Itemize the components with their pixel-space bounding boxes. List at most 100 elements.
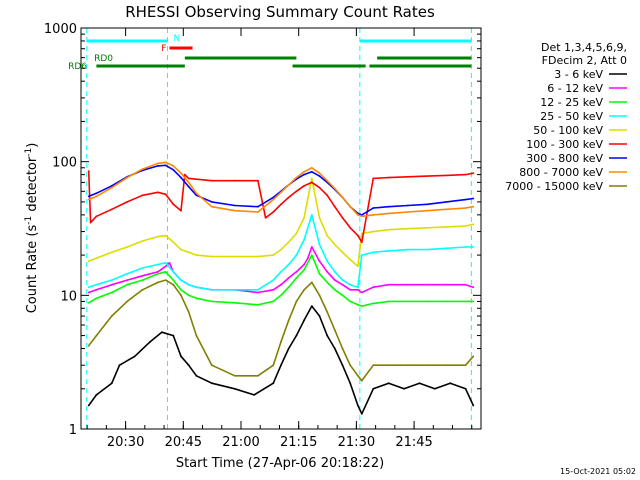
series-7-point-11 bbox=[210, 205, 213, 208]
series-5-point-34 bbox=[464, 173, 467, 176]
series-5-point-22 bbox=[318, 186, 321, 189]
series-6-point-19 bbox=[310, 170, 313, 173]
legend-label-7: 800 - 7000 keV bbox=[519, 166, 603, 179]
series-3-point-1 bbox=[95, 283, 98, 286]
series-4-point-16 bbox=[287, 241, 290, 244]
series-4-point-29 bbox=[407, 227, 409, 230]
series-6-point-0 bbox=[87, 195, 90, 198]
series-1-point-3 bbox=[126, 279, 129, 281]
series-2-point-20 bbox=[318, 272, 321, 275]
series-0-point-8 bbox=[180, 355, 182, 358]
series-0-point-33 bbox=[464, 387, 467, 390]
series-1-point-28 bbox=[360, 291, 363, 294]
series-2-point-25 bbox=[357, 303, 359, 306]
series-2-point-31 bbox=[445, 300, 448, 303]
series-1-point-19 bbox=[303, 263, 305, 266]
series-5-point-16 bbox=[272, 211, 275, 213]
series-0-point-6 bbox=[160, 331, 163, 334]
series-3-point-4 bbox=[141, 267, 144, 269]
series-3-point-0 bbox=[87, 286, 90, 289]
series-3-point-19 bbox=[310, 214, 313, 216]
series-0-point-23 bbox=[341, 364, 344, 367]
series-2-point-0 bbox=[87, 301, 90, 304]
series-layer bbox=[87, 161, 475, 415]
series-7-point-10 bbox=[195, 192, 198, 195]
series-5-point-10 bbox=[183, 173, 186, 176]
series-6-point-5 bbox=[157, 165, 159, 167]
series-2-point-24 bbox=[349, 300, 352, 303]
series-2-point-16 bbox=[287, 286, 290, 289]
series-4-point-20 bbox=[318, 216, 321, 219]
series-3-point-27 bbox=[372, 251, 375, 254]
series-8-point-22 bbox=[333, 329, 336, 331]
series-2-point-2 bbox=[110, 291, 113, 294]
series-line-7 bbox=[88, 161, 474, 218]
series-4-point-31 bbox=[445, 226, 448, 228]
series-2-point-12 bbox=[233, 301, 236, 304]
series-1-point-23 bbox=[326, 270, 329, 273]
series-3-point-17 bbox=[295, 254, 298, 256]
series-3-point-20 bbox=[318, 243, 321, 246]
series-line-2 bbox=[88, 254, 474, 307]
series-line-1 bbox=[88, 246, 474, 294]
series-8-point-15 bbox=[280, 340, 282, 343]
series-0-point-15 bbox=[280, 364, 282, 367]
series-2-point-19 bbox=[310, 254, 313, 256]
series-1-point-29 bbox=[372, 286, 375, 289]
legend-label-6: 300 - 800 keV bbox=[526, 152, 603, 165]
series-1-point-14 bbox=[257, 291, 259, 294]
series-7-point-13 bbox=[257, 211, 259, 213]
series-5-point-20 bbox=[303, 184, 305, 187]
series-0-point-3 bbox=[118, 364, 121, 367]
series-8-point-31 bbox=[445, 364, 448, 367]
series-5-point-21 bbox=[310, 181, 313, 184]
series-7-point-26 bbox=[360, 215, 363, 218]
series-0-point-10 bbox=[195, 374, 198, 377]
series-0-point-21 bbox=[326, 334, 329, 337]
series-8-point-2 bbox=[110, 315, 113, 317]
series-7-point-25 bbox=[357, 214, 359, 216]
series-2-point-8 bbox=[180, 288, 182, 291]
series-8-point-30 bbox=[426, 364, 429, 367]
series-4-point-8 bbox=[180, 248, 182, 251]
series-4-point-6 bbox=[164, 234, 167, 237]
series-6-point-11 bbox=[210, 201, 213, 203]
series-1-point-24 bbox=[333, 279, 336, 281]
series-5-point-24 bbox=[333, 205, 336, 208]
series-3-point-18 bbox=[303, 239, 305, 241]
series-0-point-30 bbox=[418, 382, 421, 385]
series-3-point-26 bbox=[360, 254, 363, 256]
series-1-point-20 bbox=[307, 257, 309, 259]
legend-label-5: 100 - 300 keV bbox=[526, 138, 603, 151]
series-4-point-32 bbox=[464, 225, 467, 227]
series-2-point-3 bbox=[126, 283, 129, 286]
series-7-point-12 bbox=[233, 209, 236, 212]
series-8-point-12 bbox=[233, 374, 236, 377]
legend-header-1: FDecim 2, Att 0 bbox=[542, 54, 627, 67]
series-4-point-18 bbox=[303, 216, 305, 219]
series-3-point-12 bbox=[233, 288, 236, 291]
series-0-point-18 bbox=[303, 319, 305, 322]
series-3-point-2 bbox=[110, 279, 113, 281]
series-1-point-22 bbox=[318, 260, 321, 263]
series-7-point-20 bbox=[318, 172, 321, 175]
series-3-point-8 bbox=[180, 279, 182, 281]
series-5-point-3 bbox=[110, 208, 113, 211]
series-6-point-13 bbox=[257, 205, 259, 208]
series-5-point-18 bbox=[287, 196, 290, 199]
series-2-point-7 bbox=[172, 279, 175, 281]
series-5-point-32 bbox=[426, 175, 429, 178]
series-3-point-30 bbox=[426, 248, 429, 251]
legend-label-2: 12 - 25 keV bbox=[540, 96, 603, 109]
series-4-point-21 bbox=[326, 234, 329, 237]
series-2-point-17 bbox=[295, 277, 298, 279]
series-4-point-15 bbox=[280, 248, 282, 251]
x-tick-label-5: 21:45 bbox=[395, 435, 432, 450]
series-7-point-28 bbox=[387, 212, 390, 215]
series-7-point-21 bbox=[326, 179, 329, 182]
series-2-point-23 bbox=[341, 294, 344, 297]
series-2-point-21 bbox=[326, 281, 329, 284]
series-6-point-20 bbox=[318, 175, 321, 178]
series-5-point-31 bbox=[407, 175, 409, 178]
